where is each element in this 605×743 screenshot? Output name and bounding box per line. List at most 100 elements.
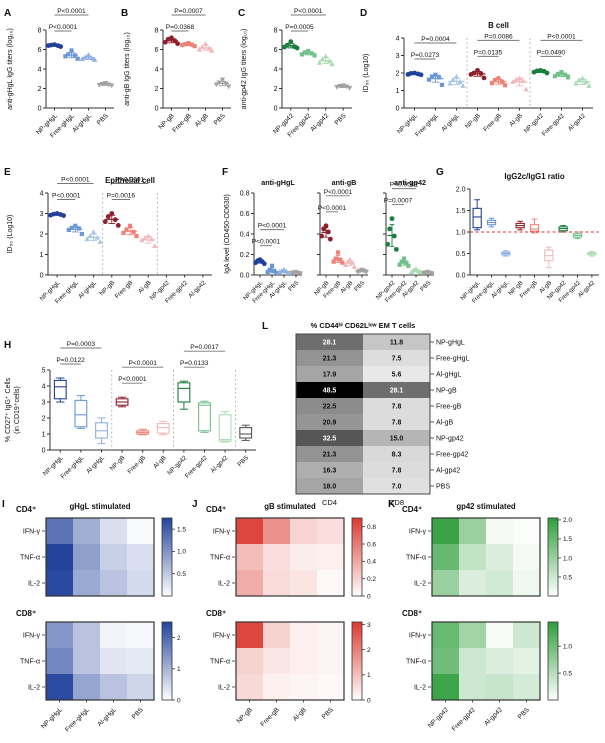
cyto-cell [432, 674, 459, 700]
cyto-row-label: IL-2 [414, 581, 426, 588]
y-tick-label: 4 [396, 35, 400, 42]
x-tick-label: Al-gHgL [71, 112, 93, 134]
heat-cell [363, 398, 430, 414]
cyto-cell [73, 570, 100, 596]
cyto-row-label: TNF-α [210, 659, 230, 666]
heat-cell-value: 28.1 [390, 388, 404, 395]
y-tick-label: 1 [42, 431, 46, 438]
heat-cell-value: 48.5 [323, 388, 337, 395]
y-tick-label: 0 [155, 105, 159, 112]
y-tick-label: 2 [38, 86, 42, 93]
heat-row-label: PBS [436, 484, 450, 491]
colorbar-tick-label: 0.2 [367, 576, 376, 583]
cyto-cell [513, 518, 540, 544]
panel-G: G 0.0 0.5 1.0 1.5 2.0 NP-gHgL Free-gHgL Al-gHgL N… [434, 163, 605, 333]
colorbar [161, 517, 173, 597]
heat-row-label: Al-gp42 [436, 468, 460, 475]
sig-label: P<0.0001 [118, 376, 147, 383]
y-tick-label: 3 [40, 211, 44, 218]
sig-label: P<0.0001 [49, 24, 78, 31]
y-tick-label: 4 [155, 66, 159, 73]
colorbar [351, 517, 363, 597]
grid-name: CD4⁺ [16, 505, 36, 514]
x-tick-label: NP-gB [109, 454, 127, 472]
cyto-cell [73, 674, 100, 700]
heat-cell [296, 446, 363, 462]
heat-cell [296, 382, 363, 398]
heat-col-label: CD4 [322, 498, 337, 507]
cyto-cell [263, 518, 290, 544]
y-tick-label: 0.0 [456, 272, 466, 279]
grid-name: CD4⁺ [402, 505, 422, 514]
heat-cell-value: 21.3 [323, 356, 337, 363]
panel-F: F IgA level (OD450-OD630) anti-gHgL 0.0 0.2 0… [220, 163, 436, 333]
grid-name: CD4⁺ [206, 505, 226, 514]
cyto-cell [513, 648, 540, 674]
cyto-cell [236, 544, 263, 570]
cyto-col-label: Al-gHgL [96, 706, 118, 728]
panel-title: % CD44ʰⁱ CD62Lˡᵒʷ EM T cells [311, 320, 416, 330]
colorbar-tick-label: 0.4 [367, 559, 376, 566]
sig-label: P<0.0001 [390, 182, 419, 189]
y-tick-label: 0 [42, 447, 46, 454]
heat-cell-value: 5.6 [392, 372, 402, 379]
cyto-row-label: IFN-γ [213, 529, 231, 536]
cyto-col-label: NP-gHgL [40, 706, 64, 730]
x-tick-label: PBS [354, 280, 367, 293]
x-tick-label: Free-gB [126, 454, 147, 475]
cyto-cell [513, 544, 540, 570]
x-tick-label: Free-gB [114, 279, 135, 300]
panel-letter: B [121, 8, 128, 19]
heat-row-label: Free-gHgL [436, 356, 470, 363]
panel-H: H % CD27⁺ IgG⁺ Cells (in CD19⁺cells) 0 1 2 3 4 5… [2, 336, 262, 508]
x-tick-label: Al-gp42 [187, 279, 207, 299]
y-tick-label: 0 [396, 105, 400, 112]
heat-row-label: NP-gp42 [436, 436, 464, 443]
y-tick-label: 5 [42, 367, 46, 374]
cyto-cell [46, 648, 73, 674]
colorbar-tick-label: 1.0 [177, 549, 186, 556]
colorbar [547, 517, 559, 597]
heat-row-label: Free-gp42 [436, 452, 468, 459]
cyto-col-label: PBS [517, 706, 532, 721]
y-tick-label: 8 [155, 27, 159, 34]
panel-letter: D [360, 8, 367, 19]
cyto-cell [263, 648, 290, 674]
sig-label: P<0.0001 [57, 8, 86, 15]
cyto-cell [46, 570, 73, 596]
heat-cell [363, 414, 430, 430]
y-tick-label: 6 [38, 47, 42, 54]
heat-cell-value: 32.5 [323, 436, 337, 443]
cyto-cell [127, 518, 154, 544]
sig-label: P<0.0001 [547, 33, 576, 40]
cyto-col-label: NP-gB [235, 706, 253, 724]
colorbar-tick-label: 0.5 [563, 574, 572, 581]
cyto-cell [317, 518, 344, 544]
heat-cell [296, 462, 363, 478]
panel-D: D ID₅₀ (Log10) 0 1 2 3 4 NP-gHgL Free-gHgL Al-gHg… [358, 4, 605, 160]
cyto-cell [513, 674, 540, 700]
cyto-cell [290, 570, 317, 596]
heat-cell [363, 366, 430, 382]
y-tick-label: 0.8 [240, 190, 250, 197]
cyto-cell [317, 648, 344, 674]
panel-title: B cell [488, 21, 509, 30]
x-tick-label: Al-gHgL [440, 112, 461, 133]
colorbar-tick-label: 0.6 [367, 541, 376, 548]
heat-row-label: NP-gHgL [436, 340, 465, 347]
panel-F-chart: F IgA level (OD450-OD630) anti-gHgL 0.0 0.2 0… [222, 167, 436, 305]
x-tick-label: Al-gp42 [309, 112, 330, 133]
panel-title: gHgL stimulated [70, 502, 131, 511]
cyto-cell [459, 570, 486, 596]
panel-L-chart: L % CD44ʰⁱ CD62Lˡᵒʷ EM T cells 28.1 11.8 NP-… [262, 320, 470, 507]
y-tick-label: 0.6 [240, 211, 250, 218]
cyto-cell [290, 622, 317, 648]
sig-label: P<0.0001 [294, 8, 323, 15]
panel-G-chart: G0.00.51.01.52.0NP-gHgLFree-gHgLAl-gHgLN… [436, 167, 599, 305]
cyto-row-label: IFN-γ [23, 529, 41, 536]
cyto-cell [73, 544, 100, 570]
y-tick-label: 6 [155, 47, 159, 54]
x-tick-label: Free-gp42 [184, 454, 210, 480]
